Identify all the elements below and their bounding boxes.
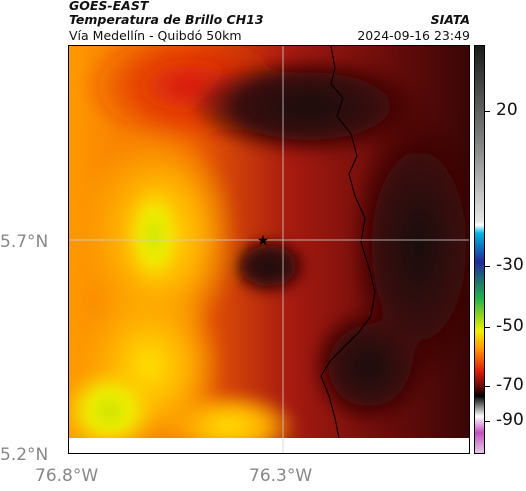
latitude-label-top: 5.7°N <box>0 232 49 252</box>
colorbar-tick <box>485 421 490 422</box>
latitude-label-bottom: 5.2°N <box>0 445 49 465</box>
colorbar-label: -50 <box>496 316 524 336</box>
colorbar-tick <box>485 266 490 267</box>
timestamp-label: 2024-09-16 23:49 <box>357 28 470 43</box>
region-subtitle: Vía Medellín - Quibdó 50km <box>69 28 242 43</box>
colorbar-tick <box>485 111 490 112</box>
boundary-line <box>320 46 376 439</box>
colorbar-tick <box>485 386 490 387</box>
satellite-map: ★ <box>68 45 470 454</box>
source-title: GOES-EAST <box>69 0 149 13</box>
colorbar-tick <box>485 327 490 328</box>
colorbar-label: -70 <box>496 375 524 395</box>
temperature-colorbar <box>474 45 485 454</box>
longitude-label-left: 76.8°W <box>35 466 99 486</box>
colorbar-label: 20 <box>496 100 518 120</box>
colorbar-label: -30 <box>496 255 524 275</box>
longitude-label-right: 76.3°W <box>249 466 313 486</box>
colorbar-label: -90 <box>496 410 524 430</box>
brightness-temperature-field: ★ <box>69 46 469 453</box>
organization-label: SIATA <box>430 12 470 27</box>
star-icon: ★ <box>257 233 270 249</box>
product-title: Temperatura de Brillo CH13 <box>69 12 264 27</box>
